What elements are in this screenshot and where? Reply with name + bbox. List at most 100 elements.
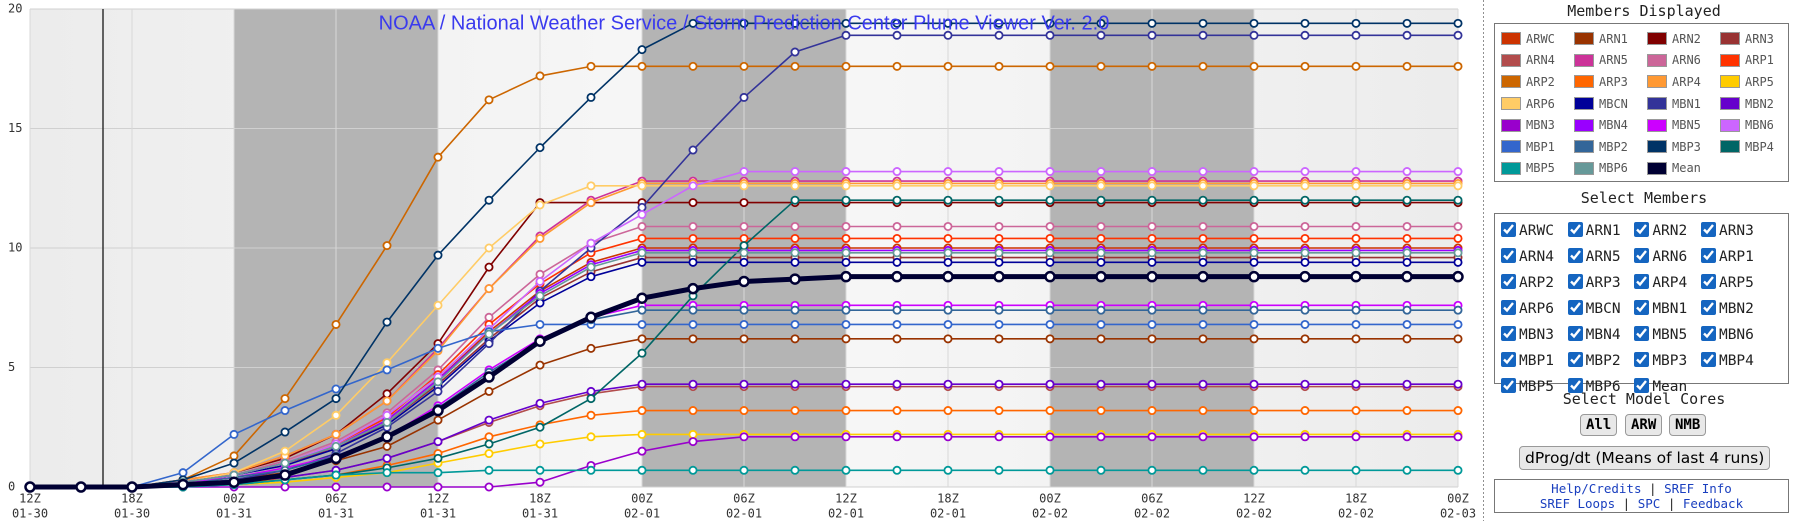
legend-label: MBP2	[1599, 139, 1628, 154]
member-option[interactable]: MBN4	[1566, 326, 1621, 343]
member-option[interactable]: MBN3	[1499, 326, 1554, 343]
cores-title: Select Model Cores	[1562, 390, 1726, 408]
member-option[interactable]: MBN2	[1699, 300, 1754, 317]
legend-label: ARN4	[1526, 53, 1555, 68]
member-option[interactable]: MBP1	[1499, 352, 1554, 369]
member-checkbox[interactable]	[1501, 378, 1516, 393]
data-point	[739, 305, 749, 315]
member-checkbox[interactable]	[1700, 274, 1716, 289]
member-option[interactable]: ARWC	[1499, 222, 1554, 239]
data-point	[1096, 18, 1106, 28]
member-checkbox[interactable]	[1700, 248, 1716, 263]
member-option[interactable]: ARN6	[1632, 248, 1687, 265]
member-option[interactable]: MBN6	[1699, 326, 1754, 343]
data-point	[484, 482, 494, 492]
legend-label: MBN2	[1745, 96, 1774, 111]
member-option[interactable]: ARP3	[1566, 274, 1621, 291]
data-point	[381, 431, 393, 443]
member-checkbox[interactable]	[1700, 326, 1716, 341]
member-option[interactable]: ARN5	[1566, 248, 1621, 265]
member-option[interactable]: ARP5	[1699, 274, 1754, 291]
member-checkbox[interactable]	[1501, 248, 1516, 263]
member-option[interactable]: MBP4	[1699, 352, 1754, 369]
member-checkbox[interactable]	[1501, 300, 1516, 315]
member-option[interactable]: ARN1	[1566, 222, 1621, 239]
member-checkbox[interactable]	[1501, 274, 1516, 289]
member-checkbox[interactable]	[1567, 326, 1583, 341]
member-checkbox[interactable]	[1567, 300, 1583, 315]
link[interactable]: SREF Loops	[1539, 496, 1616, 511]
member-checkbox[interactable]	[1700, 352, 1716, 367]
legend-swatch	[1501, 118, 1521, 132]
member-option[interactable]: MBP5	[1499, 378, 1554, 395]
data-point	[790, 233, 800, 243]
member-checkbox[interactable]	[1700, 222, 1716, 237]
member-option[interactable]: MBN5	[1632, 326, 1687, 343]
member-checkbox[interactable]	[1634, 300, 1650, 315]
data-point	[841, 248, 851, 258]
link[interactable]: Feedback	[1682, 496, 1744, 511]
y-tick-label: 20	[8, 2, 22, 16]
core-button[interactable]: NMB	[1669, 414, 1707, 436]
member-option[interactable]: MBCN	[1566, 300, 1621, 317]
data-point	[1249, 195, 1259, 205]
member-checkbox[interactable]	[1501, 222, 1516, 237]
member-checkbox[interactable]	[1700, 300, 1716, 315]
link[interactable]: Help/Credits	[1551, 481, 1642, 496]
member-label: MBN4	[1585, 327, 1621, 343]
data-point	[432, 404, 444, 417]
member-checkbox[interactable]	[1567, 274, 1583, 289]
member-checkbox[interactable]	[1634, 248, 1650, 263]
member-option[interactable]: ARP4	[1632, 274, 1687, 291]
member-option[interactable]: Mean	[1632, 378, 1687, 395]
link[interactable]: SPC	[1637, 496, 1661, 511]
data-point	[841, 221, 851, 231]
member-option[interactable]: MBP6	[1566, 378, 1621, 395]
member-checkbox[interactable]	[1567, 222, 1583, 237]
data-point	[382, 389, 392, 399]
member-option[interactable]: ARP6	[1499, 300, 1554, 317]
member-option[interactable]: ARN4	[1499, 248, 1554, 265]
data-point	[892, 465, 902, 475]
data-point	[1300, 181, 1310, 191]
core-button[interactable]: ARW	[1625, 414, 1663, 436]
data-point	[280, 427, 290, 437]
data-point	[1096, 406, 1106, 416]
member-checkbox[interactable]	[1634, 352, 1650, 367]
data-point	[637, 61, 647, 71]
data-point	[586, 262, 596, 272]
data-point	[840, 270, 852, 283]
member-checkbox[interactable]	[1634, 326, 1650, 341]
link[interactable]: SREF Info	[1664, 481, 1732, 496]
data-point	[433, 415, 443, 425]
member-option[interactable]: ARP2	[1499, 274, 1554, 291]
member-checkbox[interactable]	[1634, 274, 1650, 289]
data-point	[841, 167, 851, 177]
data-point	[994, 319, 1004, 329]
data-point	[229, 451, 239, 461]
member-option[interactable]: MBP2	[1566, 352, 1621, 369]
legend-item: ARN2	[1647, 28, 1720, 50]
data-point	[1453, 248, 1463, 258]
core-button[interactable]: All	[1580, 414, 1618, 436]
member-option[interactable]: ARN2	[1632, 222, 1687, 239]
dprog-button[interactable]: dProg/dt (Means of last 4 runs)	[1519, 446, 1771, 470]
data-point	[892, 305, 902, 315]
member-checkbox[interactable]	[1567, 378, 1583, 393]
member-option[interactable]: MBP3	[1632, 352, 1687, 369]
data-point	[1300, 30, 1310, 40]
member-option[interactable]: ARN3	[1699, 222, 1754, 239]
member-checkbox[interactable]	[1634, 222, 1650, 237]
y-tick-label: 5	[8, 360, 15, 374]
data-point	[1045, 257, 1055, 267]
member-option[interactable]: MBN1	[1632, 300, 1687, 317]
data-point	[739, 257, 749, 267]
member-checkbox[interactable]	[1567, 248, 1583, 263]
member-checkbox[interactable]	[1501, 326, 1516, 341]
member-checkbox[interactable]	[1501, 352, 1516, 367]
member-checkbox[interactable]	[1634, 378, 1650, 393]
member-option[interactable]: ARP1	[1699, 248, 1754, 265]
member-checkbox[interactable]	[1567, 352, 1583, 367]
data-point	[790, 195, 800, 205]
data-point	[1249, 257, 1259, 267]
